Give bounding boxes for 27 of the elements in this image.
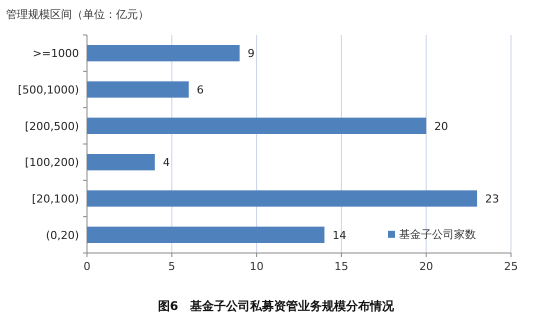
- x-tick-label: 20: [419, 260, 434, 273]
- bar: [87, 226, 324, 244]
- bar: [87, 81, 189, 98]
- bar: [87, 154, 155, 170]
- bar: [87, 44, 240, 62]
- x-tick-label: 15: [334, 260, 348, 273]
- y-tick-label: [500,1000): [18, 84, 79, 96]
- x-tick-label: 0: [84, 260, 90, 273]
- data-label: 9: [248, 47, 255, 60]
- y-tick-label: [100,200): [24, 156, 79, 170]
- y-tick-label: [200,500): [24, 120, 79, 133]
- bar: [87, 118, 426, 134]
- data-label: 23: [485, 192, 500, 206]
- data-label: 4: [162, 156, 170, 170]
- bar: [87, 190, 478, 207]
- data-label: 14: [332, 228, 346, 242]
- text: 图6 基金子公司私募资管业务规模分布情况: [158, 299, 396, 313]
- y-tick-label: >=1000: [32, 47, 79, 60]
- y-axis-title: 管理规模区间（单位：亿元）: [6, 8, 149, 21]
- y-tick-label: [20,100): [32, 192, 79, 206]
- legend-label: 基金子公司家数: [399, 228, 476, 241]
- data-label: 20: [434, 120, 448, 133]
- data-label: 6: [196, 84, 204, 96]
- x-tick-label: 25: [504, 260, 518, 273]
- x-tick-label: 5: [168, 260, 176, 273]
- x-tick-label: 10: [250, 260, 264, 273]
- y-tick-label: (0,20): [46, 228, 79, 242]
